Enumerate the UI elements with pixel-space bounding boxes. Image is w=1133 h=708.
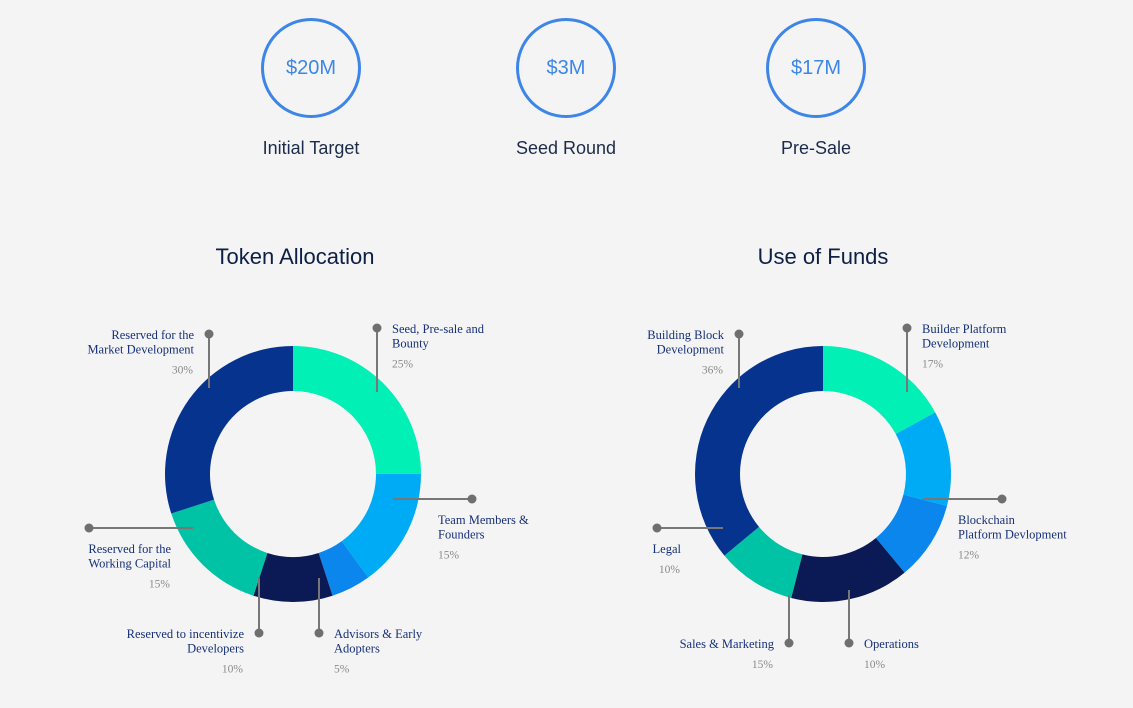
callout-dot [372, 323, 382, 333]
slice-label: Bounty [392, 337, 430, 351]
slice-percent: 10% [659, 564, 681, 576]
slice-percent: 15% [752, 659, 774, 671]
callout-dot [784, 638, 794, 648]
slice-percent: 5% [334, 664, 350, 676]
slice-percent: 10% [222, 664, 244, 676]
callout-dot [734, 329, 744, 339]
donut-slice [318, 541, 369, 596]
donut-slice [165, 346, 293, 514]
stat-label: Initial Target [262, 138, 360, 158]
slice-label: Operations [864, 637, 919, 651]
token-allocation-title: Token Allocation [215, 244, 375, 269]
donut-slice [253, 552, 333, 602]
callout-dot [902, 323, 912, 333]
callout-dot [844, 638, 854, 648]
slice-label: Development [922, 337, 990, 351]
slice-label: Founders [438, 528, 485, 542]
callout-dot [84, 523, 94, 533]
callout-dot [467, 494, 477, 504]
slice-percent: 15% [149, 579, 171, 591]
stat-circle: $3M [516, 18, 616, 118]
callout-dot [204, 329, 214, 339]
slice-label: Team Members & [438, 513, 529, 527]
stat-label: Seed Round [515, 138, 617, 158]
stat-value: $3M [546, 56, 586, 79]
donut-slice [695, 346, 823, 556]
slice-percent: 15% [438, 550, 460, 562]
callout-dot [254, 628, 264, 638]
slice-label: Developers [187, 642, 244, 656]
slice-label: Adopters [334, 642, 380, 656]
slice-label: Blockchain [958, 513, 1016, 527]
callout-dot [314, 628, 324, 638]
callout-dot [652, 523, 662, 533]
stat-value: $20M [285, 56, 337, 79]
slice-label: Market Development [87, 343, 194, 357]
donut-slice [293, 346, 421, 474]
slice-percent: 17% [922, 359, 944, 371]
slice-label: Working Capital [88, 557, 171, 571]
callout-dot [997, 494, 1007, 504]
stat-circle: $17M [766, 18, 866, 118]
donut-slice [724, 526, 803, 598]
slice-label: Seed, Pre-sale and [392, 322, 485, 336]
donut-slice [791, 537, 905, 602]
stat-value: $17M [790, 56, 842, 79]
slice-percent: 30% [172, 365, 194, 377]
slice-label: Sales & Marketing [680, 637, 775, 651]
slice-label: Reserved for the [88, 542, 171, 556]
stat-seed-round: $3M Seed Round [486, 18, 646, 159]
slice-percent: 25% [392, 359, 414, 371]
slice-label: Platform Devlopment [958, 528, 1067, 542]
donut-slice [171, 499, 268, 596]
stat-pre-sale: $17M Pre-Sale [736, 18, 896, 159]
slice-label: Development [657, 343, 725, 357]
donut-slice [823, 346, 936, 435]
stat-label: Pre-Sale [780, 138, 852, 158]
slice-label: Advisors & Early [334, 627, 423, 641]
stat-circle: $20M [261, 18, 361, 118]
use-of-funds-title: Use of Funds [757, 244, 889, 269]
slice-label: Reserved to incentivize [127, 627, 245, 641]
slice-label: Legal [653, 542, 682, 556]
slice-percent: 10% [864, 659, 886, 671]
slice-label: Building Block [647, 328, 724, 342]
stat-initial-target: $20M Initial Target [231, 18, 391, 159]
slice-percent: 12% [958, 550, 980, 562]
donut-slice [875, 494, 947, 573]
slice-label: Builder Platform [922, 322, 1007, 336]
donut-slice [895, 412, 951, 506]
slice-label: Reserved for the [111, 328, 194, 342]
slice-percent: 36% [702, 365, 724, 377]
